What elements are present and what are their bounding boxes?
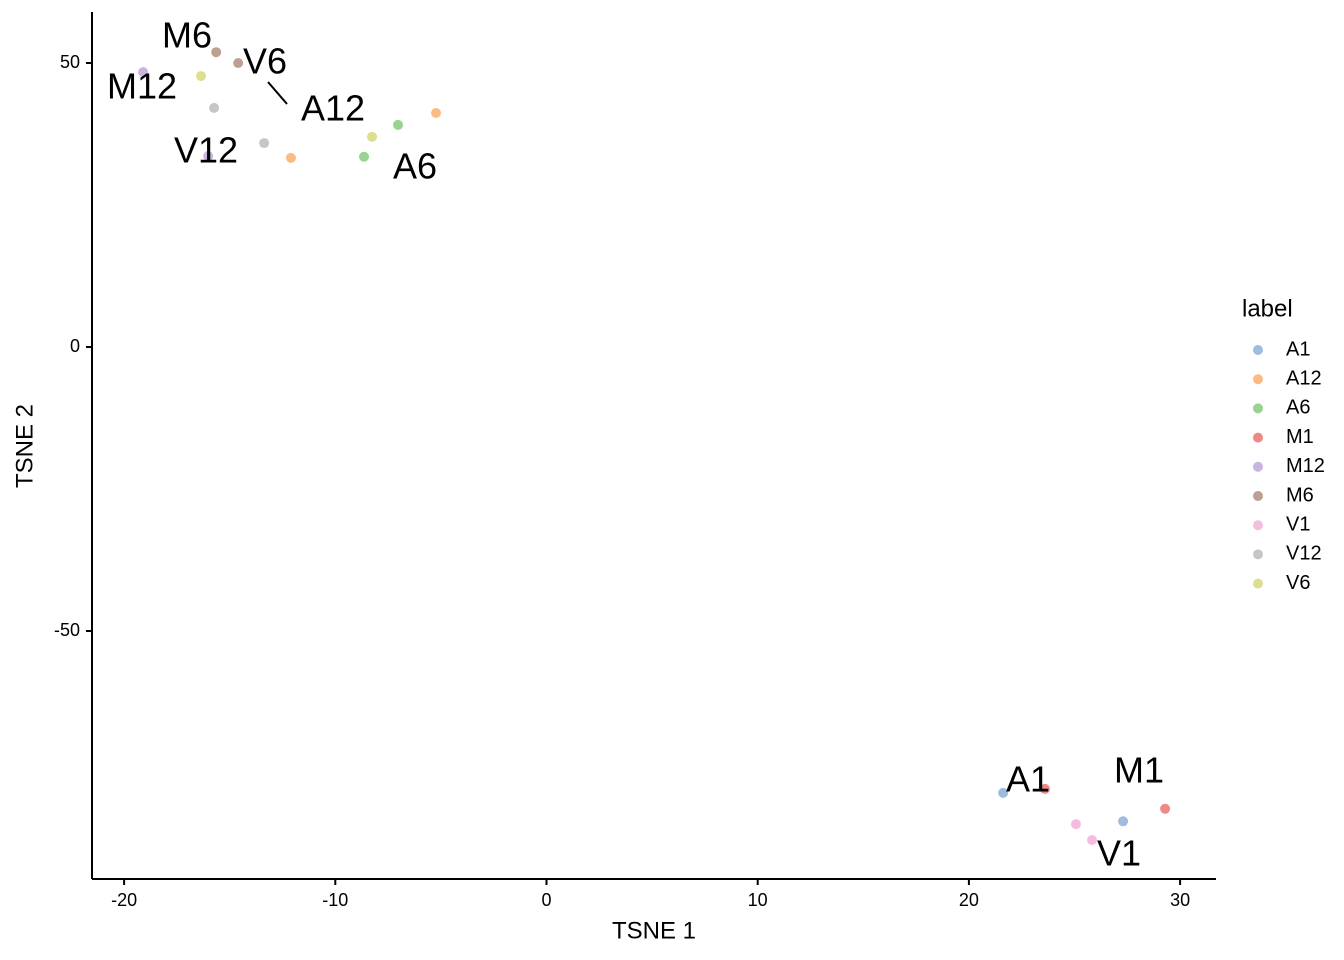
- point: [1118, 816, 1129, 827]
- point: [195, 71, 206, 82]
- point: [203, 151, 214, 162]
- point-label: V1: [1097, 833, 1141, 874]
- point: [211, 47, 222, 58]
- point: [259, 138, 270, 149]
- legend-label: M1: [1286, 426, 1314, 448]
- legend-label: V6: [1286, 572, 1310, 594]
- legend-key: [1253, 578, 1263, 589]
- point: [1160, 803, 1171, 814]
- point-label: M1: [1114, 750, 1164, 791]
- y-axis-title: TSNE 2: [11, 404, 38, 488]
- x-tick-label: -10: [322, 890, 348, 910]
- label-connector: [267, 81, 288, 105]
- x-tick-label: -20: [111, 890, 137, 910]
- legend-key: [1253, 403, 1263, 414]
- x-tick-label: 10: [748, 890, 768, 910]
- legend-label: V12: [1286, 543, 1322, 565]
- point: [393, 119, 404, 130]
- point: [998, 787, 1009, 798]
- legend-label: V1: [1286, 513, 1310, 535]
- point: [233, 58, 244, 69]
- x-tick-label: 30: [1170, 890, 1190, 910]
- x-tick-label: 0: [541, 890, 551, 910]
- point: [138, 67, 149, 78]
- point-label: M6: [162, 15, 212, 56]
- point: [1070, 819, 1081, 830]
- legend-label: A6: [1286, 397, 1310, 419]
- point-label: A12: [301, 88, 365, 129]
- legend-label: A12: [1286, 367, 1322, 389]
- legend-key: [1253, 345, 1263, 355]
- point: [209, 102, 220, 113]
- point-label: A1: [1006, 759, 1050, 800]
- point-label: V6: [243, 41, 287, 82]
- point: [1087, 835, 1098, 846]
- legend-key: [1253, 549, 1263, 560]
- legend-key: [1253, 432, 1263, 443]
- legend-key: [1253, 461, 1263, 472]
- legend-label: A1: [1286, 338, 1310, 360]
- point-label: V12: [174, 130, 238, 171]
- point: [359, 151, 370, 162]
- legend-title: label: [1242, 295, 1293, 322]
- legend-key: [1253, 374, 1263, 385]
- point: [1039, 783, 1050, 794]
- x-axis-title: TSNE 1: [612, 917, 696, 944]
- y-tick-label: 50: [60, 52, 80, 72]
- point-label: M12: [107, 66, 177, 107]
- y-tick-label: 0: [70, 336, 80, 356]
- point: [367, 131, 378, 142]
- legend-label: M12: [1286, 455, 1325, 477]
- point-label: A6: [393, 146, 437, 187]
- x-tick-label: 20: [959, 890, 979, 910]
- legend-label: M6: [1286, 484, 1314, 506]
- legend-key: [1253, 491, 1263, 501]
- legend-key: [1253, 520, 1263, 531]
- point: [285, 152, 296, 163]
- point: [431, 107, 442, 118]
- y-tick-label: -50: [54, 620, 80, 640]
